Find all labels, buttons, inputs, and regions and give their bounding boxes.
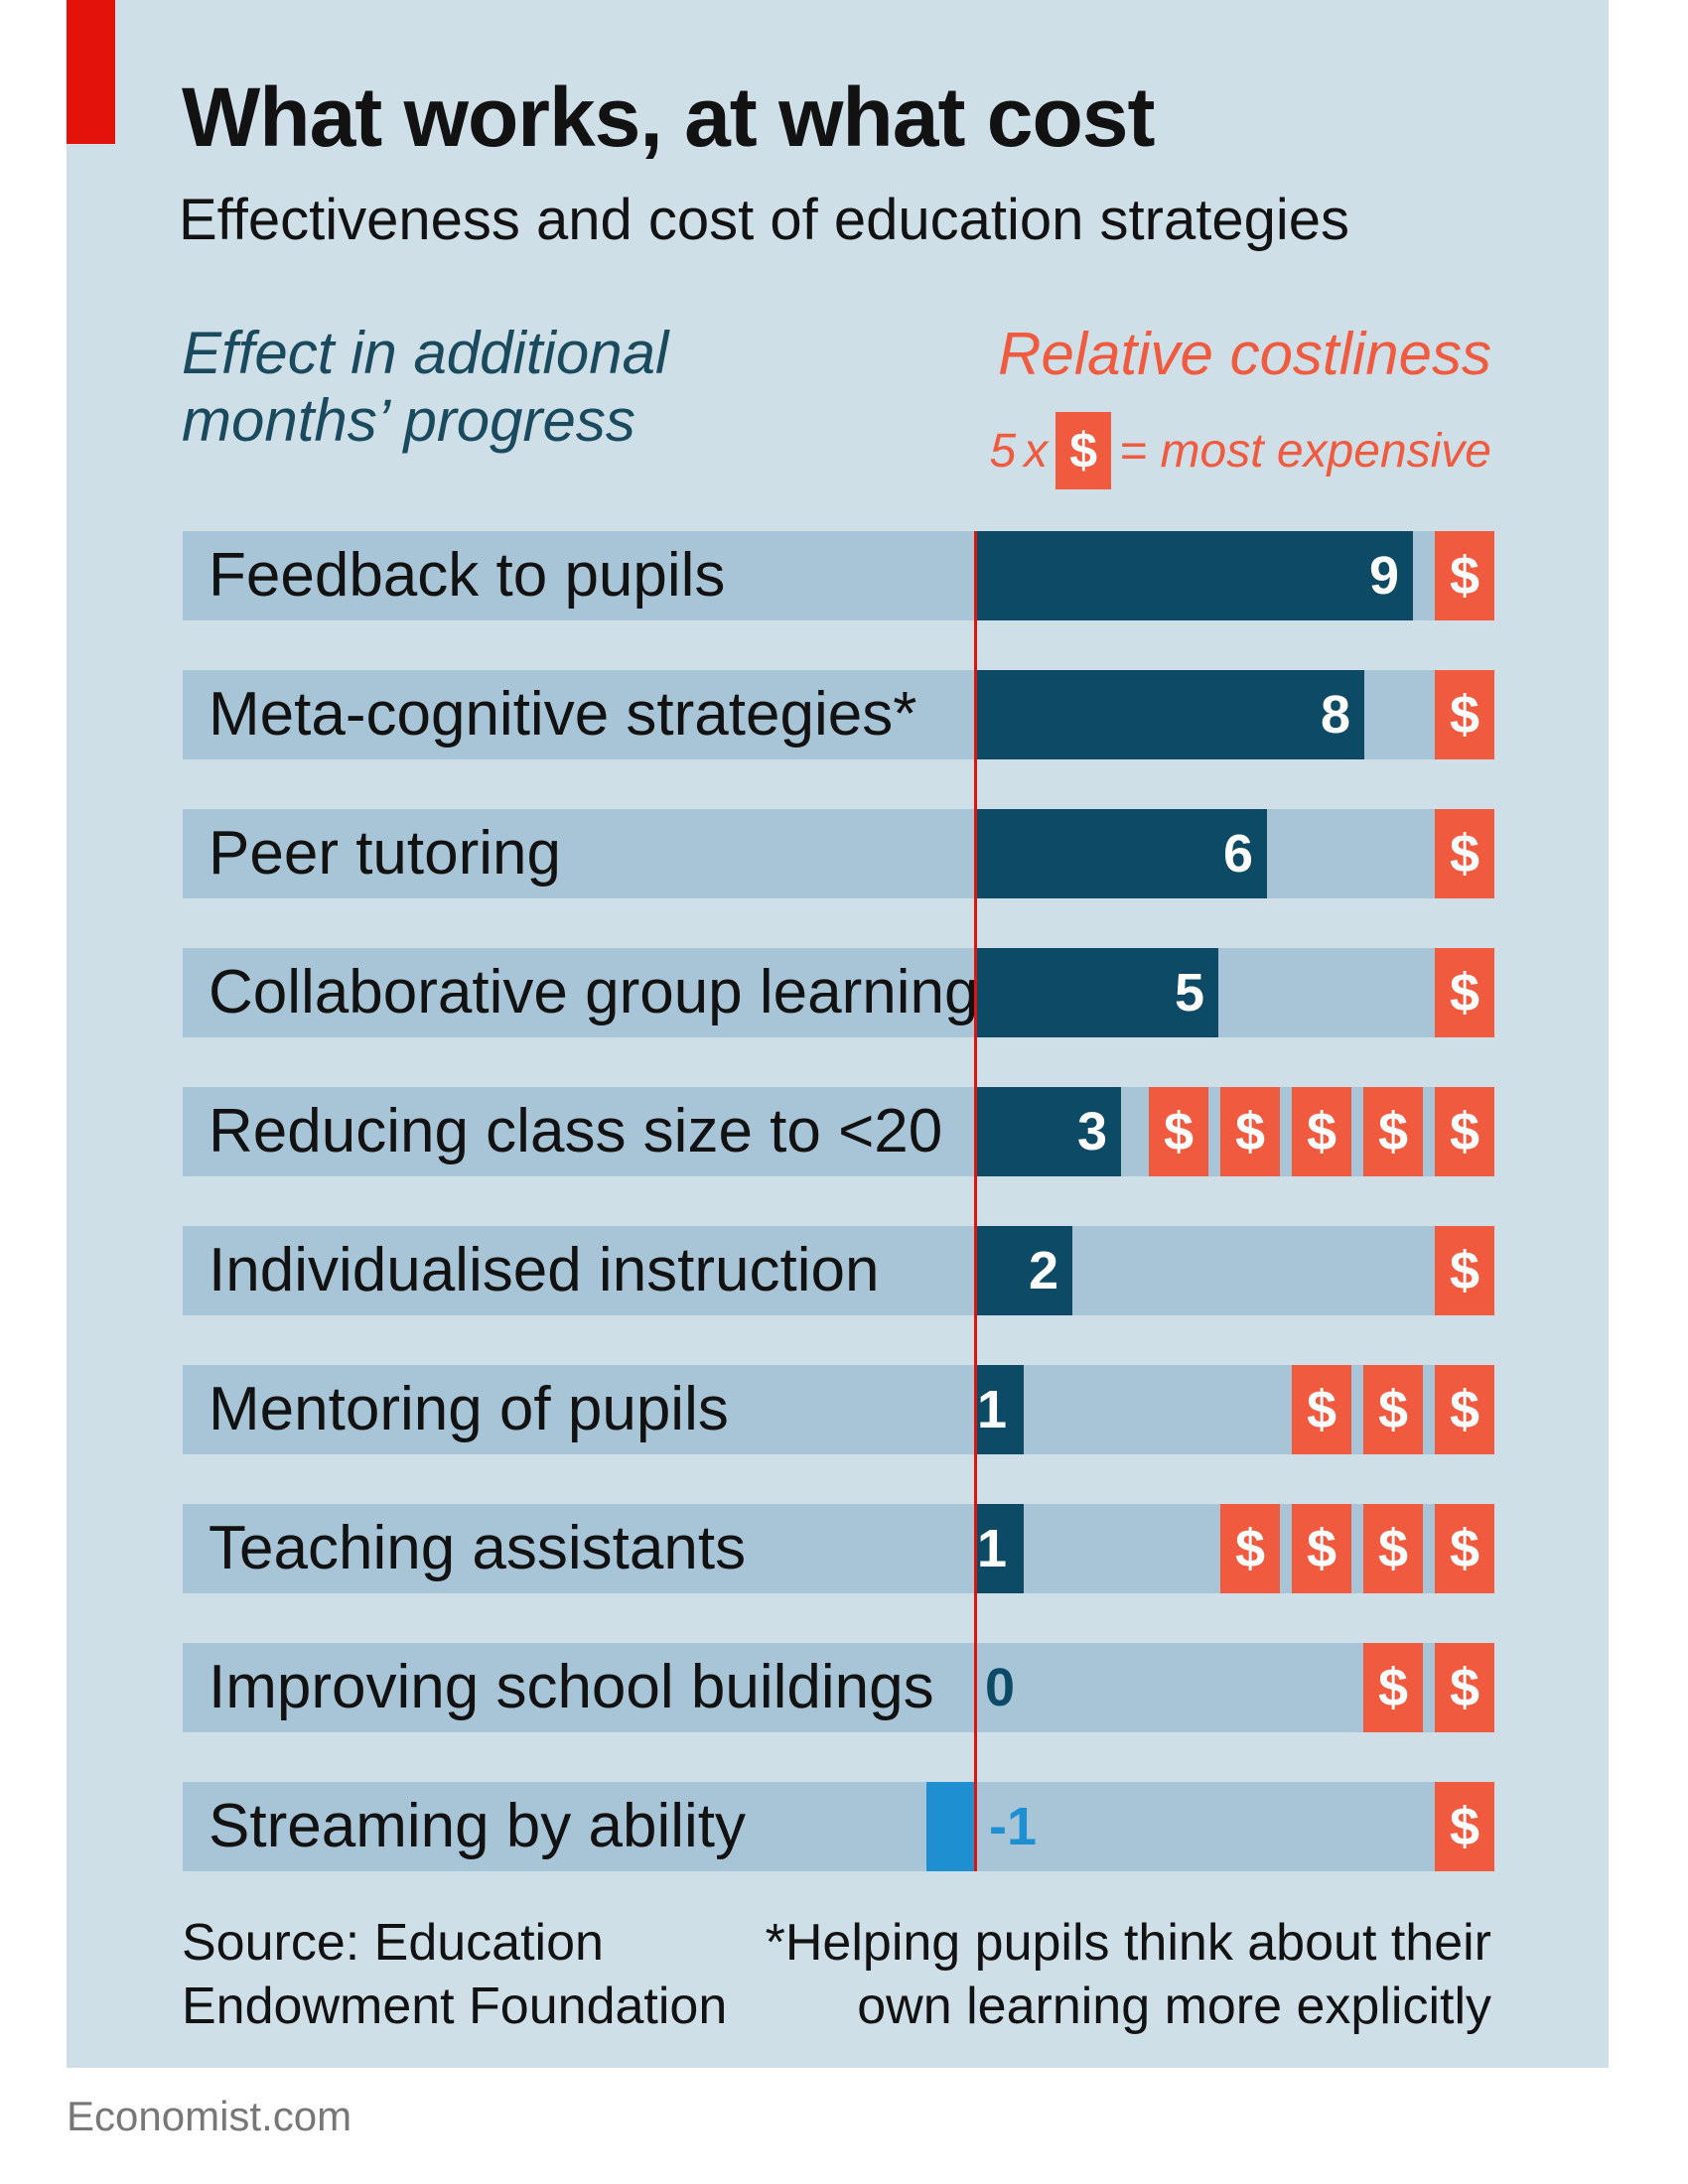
effect-value-label: 9 [1368,546,1399,606]
effect-value-label: 5 [1174,963,1204,1023]
cost-dollar-icon: $ [1363,1087,1423,1176]
category-label: Teaching assistants [209,1514,747,1582]
cost-dollar-icon: $ [1292,1504,1351,1593]
cost-key-dollar-icon: $ [1055,412,1112,489]
effect-bar [975,948,1218,1037]
cost-dollar-icon: $ [1435,948,1494,1037]
category-label: Reducing class size to <20 [209,1097,943,1165]
footnote-line-2: own learning more explicitly [857,1978,1491,2035]
effect-bar [975,1365,1024,1454]
chart-subtitle: Effectiveness and cost of education stra… [179,188,1349,252]
cost-dollar-icon: $ [1363,1643,1423,1732]
cost-dollar-icon: $ [1435,1643,1494,1732]
source-line-2: Endowment Foundation [182,1978,728,2035]
cost-dollar-icon: $ [1292,1365,1351,1454]
cost-dollar-icon: $ [1435,1504,1494,1593]
effect-value-label: 3 [1076,1102,1107,1161]
cost-dollar-icon: $ [1363,1365,1423,1454]
footnote: *Helping pupils think about their own le… [766,1911,1491,2038]
effect-value-label: 6 [1222,824,1253,884]
row-background [183,1226,1494,1315]
effect-axis-label-line-2: months’ progress [182,387,635,454]
accent-tag [67,0,115,144]
zero-line [974,531,977,1871]
effect-value-label: 8 [1320,685,1350,745]
effect-bar [975,809,1267,898]
cost-key: 5 x $ = most expensive [989,412,1491,489]
footnote-line-1: *Helping pupils think about their [765,1914,1491,1972]
effect-value-label: 0 [985,1658,1016,1717]
cost-dollar-icon: $ [1435,809,1494,898]
category-label: Individualised instruction [209,1236,880,1304]
cost-dollar-icon: $ [1435,1782,1494,1871]
cost-axis-label: Relative costliness [998,321,1491,387]
source-line-1: Source: Education [182,1914,604,1972]
source-note: Source: Education Endowment Foundation [182,1911,727,2038]
cost-key-count: 5 [989,424,1017,478]
row-background [183,1365,1494,1454]
cost-dollar-icon: $ [1292,1087,1351,1176]
cost-dollar-icon: $ [1149,1087,1208,1176]
cost-dollar-icon: $ [1435,670,1494,759]
cost-dollar-icon: $ [1220,1504,1280,1593]
effect-value-label: -1 [989,1797,1038,1856]
effect-value-label: 2 [1028,1241,1058,1300]
cost-key-times: x [1024,424,1049,478]
cost-key-suffix: = most expensive [1119,424,1491,478]
category-label: Improving school buildings [209,1653,934,1721]
effect-bar [975,531,1413,620]
row-background [183,1643,1494,1732]
cost-dollar-icon: $ [1435,1226,1494,1315]
cost-dollar-icon: $ [1435,1087,1494,1176]
brand-credit: Economist.com [67,2093,352,2139]
effect-bar [926,1782,975,1871]
effect-value-label: 1 [977,1519,1008,1578]
cost-dollar-icon: $ [1363,1504,1423,1593]
cost-dollar-icon: $ [1435,531,1494,620]
row-background [183,809,1494,898]
category-label: Mentoring of pupils [209,1375,729,1443]
effect-bar [975,1087,1121,1176]
effect-bar [975,670,1364,759]
effect-axis-label: Effect in additional months’ progress [182,320,877,455]
effect-bar [975,1226,1072,1315]
cost-dollar-icon: $ [1220,1087,1280,1176]
chart-title: What works, at what cost [182,70,1155,164]
effect-axis-label-line-1: Effect in additional [182,320,669,386]
category-label: Meta-cognitive strategies* [209,680,917,749]
category-label: Peer tutoring [209,819,561,887]
row-background [183,948,1494,1037]
category-label: Feedback to pupils [209,541,726,610]
category-label: Collaborative group learning [209,958,979,1026]
effect-value-label: 1 [977,1380,1008,1439]
category-label: Streaming by ability [209,1792,747,1860]
cost-dollar-icon: $ [1435,1365,1494,1454]
effect-bar [975,1504,1024,1593]
row-background [183,1782,1494,1871]
